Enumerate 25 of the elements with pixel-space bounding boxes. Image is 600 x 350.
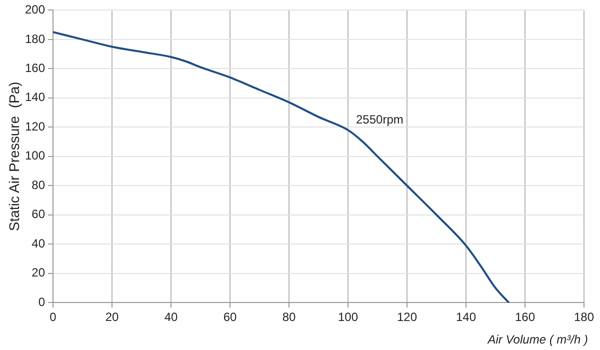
y-tick-label: 120 [24, 119, 46, 134]
y-tick-label: 20 [32, 266, 46, 280]
y-axis-title: Static Air Pressure (Pa) [6, 82, 22, 232]
x-tick-label: 0 [50, 310, 57, 324]
y-tick-label: 100 [24, 148, 46, 163]
y-tick-label: 0 [38, 294, 46, 309]
x-tick-label: 80 [282, 310, 296, 324]
x-tick-label: 180 [574, 310, 594, 324]
y-tick-label: 160 [24, 60, 46, 75]
x-tick-label: 160 [514, 310, 536, 324]
y-tick-label: 140 [24, 90, 46, 104]
y-tick-label: 200 [24, 2, 46, 17]
series-label: 2550rpm [356, 112, 404, 126]
y-tick-label: 80 [32, 178, 46, 192]
line-series [53, 31, 510, 303]
y-tick-label: 40 [32, 236, 46, 250]
x-tick-label: 120 [396, 310, 418, 324]
x-axis-title: Air Volume ( m³/h ) [486, 332, 588, 346]
y-tick-label: 60 [32, 207, 46, 222]
x-tick-label: 20 [105, 310, 120, 324]
x-tick-label: 40 [164, 310, 178, 324]
x-tick-label: 140 [456, 310, 476, 324]
x-tick-label: 60 [223, 310, 238, 324]
y-tick-label: 180 [24, 32, 46, 46]
x-tick-label: 100 [338, 310, 358, 324]
